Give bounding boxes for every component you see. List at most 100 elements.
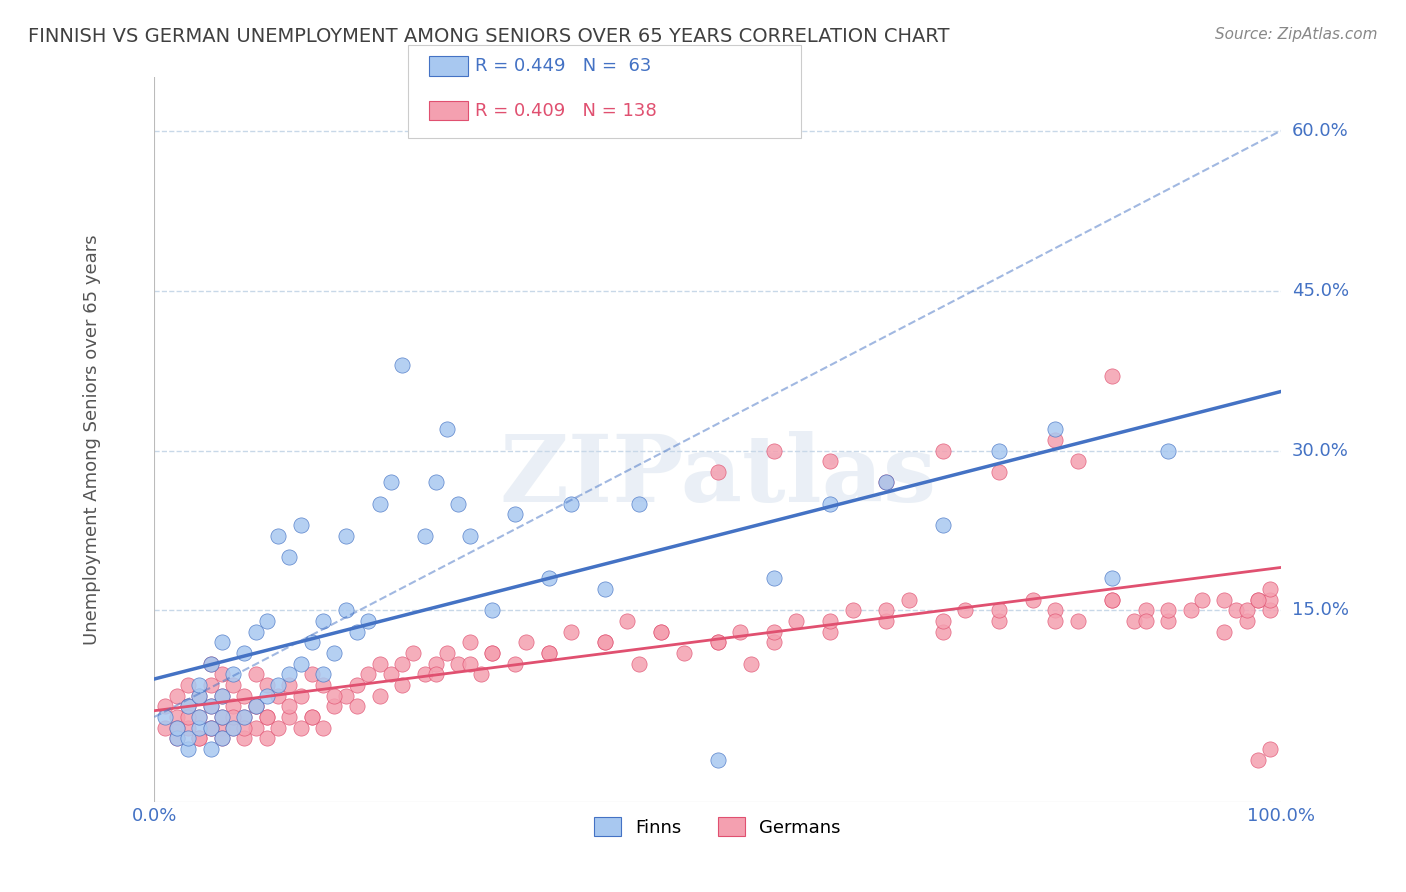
- Point: [290, 657, 312, 671]
- Point: [841, 603, 863, 617]
- Point: [155, 721, 177, 735]
- Point: [470, 667, 492, 681]
- Point: [256, 678, 278, 692]
- Text: 15.0%: 15.0%: [1292, 601, 1350, 619]
- Point: [188, 731, 211, 746]
- Point: [818, 614, 841, 628]
- Point: [898, 592, 921, 607]
- Point: [593, 635, 616, 649]
- Point: [211, 731, 233, 746]
- Point: [932, 614, 955, 628]
- Point: [222, 667, 245, 681]
- Point: [818, 624, 841, 639]
- Point: [1101, 592, 1123, 607]
- Point: [876, 614, 898, 628]
- Point: [1045, 422, 1067, 436]
- Point: [357, 614, 380, 628]
- Point: [368, 497, 391, 511]
- Point: [177, 742, 200, 756]
- Point: [222, 721, 245, 735]
- Point: [593, 635, 616, 649]
- Point: [1157, 443, 1180, 458]
- Legend: Finns, Germans: Finns, Germans: [586, 810, 848, 844]
- Point: [312, 678, 335, 692]
- Point: [402, 646, 425, 660]
- Point: [188, 689, 211, 703]
- Point: [560, 624, 582, 639]
- Point: [323, 646, 346, 660]
- Point: [188, 678, 211, 692]
- Point: [290, 689, 312, 703]
- Point: [177, 699, 200, 714]
- Point: [1191, 592, 1213, 607]
- Point: [233, 710, 256, 724]
- Point: [200, 721, 222, 735]
- Point: [166, 731, 188, 746]
- Point: [1247, 592, 1270, 607]
- Point: [1022, 592, 1045, 607]
- Point: [391, 657, 413, 671]
- Point: [762, 624, 785, 639]
- Point: [222, 721, 245, 735]
- Point: [537, 646, 560, 660]
- Point: [515, 635, 537, 649]
- Point: [706, 635, 728, 649]
- Point: [728, 624, 751, 639]
- Point: [876, 475, 898, 490]
- Point: [177, 721, 200, 735]
- Point: [1213, 624, 1236, 639]
- Point: [391, 678, 413, 692]
- Point: [616, 614, 638, 628]
- Point: [200, 699, 222, 714]
- Point: [177, 731, 200, 746]
- Point: [290, 721, 312, 735]
- Point: [335, 529, 357, 543]
- Point: [1045, 603, 1067, 617]
- Point: [1258, 742, 1281, 756]
- Point: [166, 689, 188, 703]
- Point: [876, 475, 898, 490]
- Point: [245, 667, 267, 681]
- Point: [368, 657, 391, 671]
- Point: [1135, 614, 1157, 628]
- Point: [1247, 753, 1270, 767]
- Point: [222, 678, 245, 692]
- Point: [211, 635, 233, 649]
- Point: [222, 699, 245, 714]
- Point: [188, 710, 211, 724]
- Point: [200, 678, 222, 692]
- Point: [278, 699, 301, 714]
- Point: [413, 529, 436, 543]
- Point: [818, 497, 841, 511]
- Point: [988, 443, 1011, 458]
- Point: [200, 721, 222, 735]
- Point: [593, 582, 616, 596]
- Point: [312, 667, 335, 681]
- Point: [323, 689, 346, 703]
- Point: [166, 721, 188, 735]
- Point: [988, 603, 1011, 617]
- Point: [233, 721, 256, 735]
- Point: [346, 699, 368, 714]
- Point: [188, 710, 211, 724]
- Point: [200, 699, 222, 714]
- Point: [1258, 592, 1281, 607]
- Point: [436, 422, 458, 436]
- Text: R = 0.409   N = 138: R = 0.409 N = 138: [475, 102, 657, 120]
- Point: [762, 443, 785, 458]
- Point: [932, 443, 955, 458]
- Point: [955, 603, 977, 617]
- Point: [1067, 614, 1090, 628]
- Point: [368, 689, 391, 703]
- Point: [211, 721, 233, 735]
- Point: [312, 721, 335, 735]
- Point: [481, 646, 503, 660]
- Point: [932, 518, 955, 533]
- Point: [256, 731, 278, 746]
- Point: [458, 635, 481, 649]
- Point: [706, 465, 728, 479]
- Point: [278, 678, 301, 692]
- Point: [447, 657, 470, 671]
- Point: [278, 667, 301, 681]
- Point: [323, 699, 346, 714]
